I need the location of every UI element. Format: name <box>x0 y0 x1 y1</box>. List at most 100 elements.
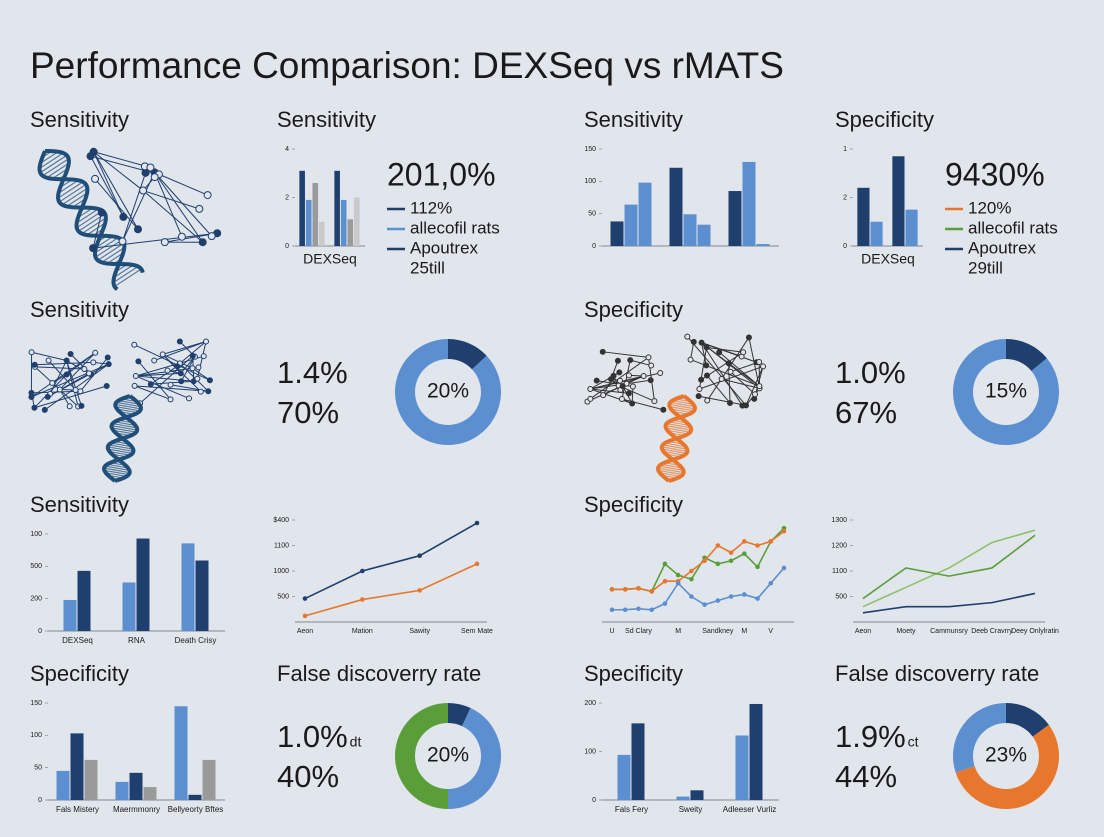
y-tick-label: 0 <box>285 243 289 250</box>
stat-value: 44% <box>835 759 897 794</box>
x-tick-label: Sem Mate <box>461 628 493 635</box>
y-tick-label: 100 <box>30 732 42 739</box>
network-node <box>177 339 182 344</box>
y-tick-label: 50 <box>588 211 596 218</box>
y-tick-label: 2 <box>843 194 847 201</box>
network-node <box>50 381 55 386</box>
line-point <box>782 529 787 534</box>
bar <box>137 539 150 631</box>
line-point <box>303 596 308 601</box>
legend-label: Apoutrex <box>968 238 1037 257</box>
x-axis-label: DEXSeq <box>303 251 357 267</box>
network-node <box>29 390 34 395</box>
network-node <box>618 378 623 383</box>
bar <box>611 221 624 246</box>
panel-heading: Sensitivity <box>277 107 376 132</box>
network-node <box>207 378 212 383</box>
network-node <box>190 366 195 371</box>
network-node <box>199 239 206 246</box>
bar <box>78 571 91 631</box>
network-node <box>147 164 154 171</box>
bar <box>64 600 77 631</box>
y-tick-label: 150 <box>584 146 596 153</box>
network-node <box>161 239 168 246</box>
network-node <box>32 362 37 367</box>
bar <box>130 773 143 800</box>
network-node <box>152 358 157 363</box>
network-node <box>658 370 663 375</box>
bar <box>729 191 742 246</box>
y-tick-label: 200 <box>30 596 42 603</box>
network-node <box>728 369 733 374</box>
line-point <box>610 607 615 612</box>
network-node <box>204 192 211 199</box>
y-tick-label: 0 <box>38 797 42 804</box>
page-title: Performance Comparison: DEXSeq vs rMATS <box>30 45 784 86</box>
x-tick-label: U <box>609 628 614 635</box>
network-node <box>615 358 620 363</box>
network-node <box>178 233 185 240</box>
network-node <box>201 354 206 359</box>
bar <box>618 755 631 800</box>
network-node <box>87 371 92 376</box>
bar <box>319 222 325 246</box>
bar <box>196 561 209 631</box>
network-node <box>190 353 195 358</box>
network-node <box>757 384 762 389</box>
bar <box>306 200 312 246</box>
line-point <box>755 565 760 570</box>
bar <box>71 733 84 800</box>
bar <box>677 797 690 800</box>
stat-note: dt <box>350 734 362 750</box>
donut-label: 23% <box>985 744 1027 767</box>
line-point <box>360 569 365 574</box>
x-axis-label: DEXSeq <box>861 251 915 267</box>
x-tick-label: Fals Mistery <box>56 805 99 814</box>
network-node <box>646 355 651 360</box>
panel-heading: Sensitivity <box>30 297 129 322</box>
network-node <box>609 377 614 382</box>
x-tick-label: DEXSeq <box>62 636 93 645</box>
panel-heading: Sensitivity <box>30 492 129 517</box>
y-tick-label: 1000 <box>273 568 289 575</box>
panel-heading: Sensitivity <box>584 107 683 132</box>
y-tick-label: 0 <box>592 797 596 804</box>
y-tick-label: 0 <box>38 628 42 635</box>
network-node <box>600 349 605 354</box>
network-node <box>45 394 50 399</box>
line-point <box>716 562 721 567</box>
bar <box>750 704 763 800</box>
network-node <box>691 339 696 344</box>
network-node <box>140 187 147 194</box>
network-node <box>704 345 709 350</box>
x-tick-label: RNA <box>128 636 146 645</box>
x-tick-label: Death Crisy <box>175 636 217 645</box>
stat-value: 40% <box>277 759 339 794</box>
line-point <box>417 553 422 558</box>
network-node <box>697 387 702 392</box>
network-node <box>746 335 751 340</box>
network-node <box>649 363 654 368</box>
network-node <box>168 382 173 387</box>
donut-label: 20% <box>427 744 469 767</box>
bar <box>189 795 202 800</box>
network-node <box>208 233 215 240</box>
line-point <box>702 559 707 564</box>
network-node <box>699 340 704 345</box>
network-node <box>588 396 593 401</box>
x-tick-label: Bellyeorty Bftes <box>168 805 224 814</box>
line-point <box>649 589 654 594</box>
network-node <box>93 350 98 355</box>
line-point <box>716 543 721 548</box>
panel-heading: False discoverry rate <box>277 661 481 686</box>
y-tick-label: 4 <box>285 146 289 153</box>
x-tick-label: Aeon <box>855 628 871 635</box>
donut-segment <box>448 713 466 717</box>
line-point <box>636 606 641 611</box>
bar <box>757 244 770 246</box>
line-point <box>742 592 747 597</box>
line-point <box>729 559 734 564</box>
network-node <box>617 370 622 375</box>
